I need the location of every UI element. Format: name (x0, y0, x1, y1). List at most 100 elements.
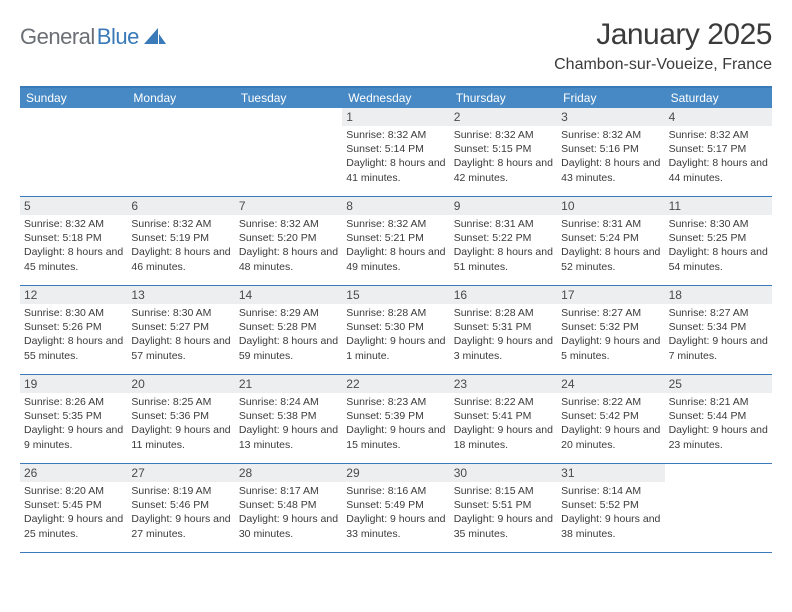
weeks-container: 1Sunrise: 8:32 AMSunset: 5:14 PMDaylight… (20, 108, 772, 553)
month-title: January 2025 (554, 18, 772, 52)
daylight-line: Daylight: 9 hours and 25 minutes. (24, 512, 123, 540)
day-number: 6 (127, 197, 234, 215)
daylight-line: Daylight: 8 hours and 42 minutes. (454, 156, 553, 184)
sunset-line: Sunset: 5:31 PM (454, 320, 553, 334)
sunset-line: Sunset: 5:46 PM (131, 498, 230, 512)
sunrise-line: Sunrise: 8:28 AM (346, 306, 445, 320)
day-number: 5 (20, 197, 127, 215)
day-cell: 21Sunrise: 8:24 AMSunset: 5:38 PMDayligh… (235, 375, 342, 463)
brand-text-2: Blue (97, 24, 139, 50)
sunrise-line: Sunrise: 8:32 AM (131, 217, 230, 231)
sunrise-line: Sunrise: 8:21 AM (669, 395, 768, 409)
sunset-line: Sunset: 5:30 PM (346, 320, 445, 334)
sunrise-line: Sunrise: 8:14 AM (561, 484, 660, 498)
daylight-line: Daylight: 8 hours and 41 minutes. (346, 156, 445, 184)
sunrise-line: Sunrise: 8:30 AM (669, 217, 768, 231)
daylight-line: Daylight: 9 hours and 5 minutes. (561, 334, 660, 362)
sunrise-line: Sunrise: 8:27 AM (669, 306, 768, 320)
sunrise-line: Sunrise: 8:31 AM (454, 217, 553, 231)
daylight-line: Daylight: 9 hours and 11 minutes. (131, 423, 230, 451)
weekday-header-cell: Wednesday (342, 88, 449, 108)
day-cell: 27Sunrise: 8:19 AMSunset: 5:46 PMDayligh… (127, 464, 234, 552)
sunrise-line: Sunrise: 8:32 AM (346, 128, 445, 142)
daylight-line: Daylight: 8 hours and 46 minutes. (131, 245, 230, 273)
day-number: 10 (557, 197, 664, 215)
sunrise-line: Sunrise: 8:30 AM (131, 306, 230, 320)
sunrise-line: Sunrise: 8:26 AM (24, 395, 123, 409)
day-cell: 30Sunrise: 8:15 AMSunset: 5:51 PMDayligh… (450, 464, 557, 552)
day-cell: 23Sunrise: 8:22 AMSunset: 5:41 PMDayligh… (450, 375, 557, 463)
sunrise-line: Sunrise: 8:29 AM (239, 306, 338, 320)
topbar: GeneralBlue January 2025 Chambon-sur-Vou… (20, 18, 772, 74)
daylight-line: Daylight: 9 hours and 33 minutes. (346, 512, 445, 540)
sunset-line: Sunset: 5:21 PM (346, 231, 445, 245)
daylight-line: Daylight: 9 hours and 13 minutes. (239, 423, 338, 451)
daylight-line: Daylight: 8 hours and 52 minutes. (561, 245, 660, 273)
daylight-line: Daylight: 9 hours and 23 minutes. (669, 423, 768, 451)
day-cell (235, 108, 342, 196)
sunrise-line: Sunrise: 8:22 AM (454, 395, 553, 409)
week-row: 5Sunrise: 8:32 AMSunset: 5:18 PMDaylight… (20, 197, 772, 286)
sunrise-line: Sunrise: 8:25 AM (131, 395, 230, 409)
day-number: 31 (557, 464, 664, 482)
sunset-line: Sunset: 5:36 PM (131, 409, 230, 423)
day-cell: 6 Sunrise: 8:32 AMSunset: 5:19 PMDaylight… (127, 197, 234, 285)
daylight-line: Daylight: 9 hours and 3 minutes. (454, 334, 553, 362)
sunset-line: Sunset: 5:32 PM (561, 320, 660, 334)
day-number: 9 (450, 197, 557, 215)
daylight-line: Daylight: 8 hours and 59 minutes. (239, 334, 338, 362)
sunset-line: Sunset: 5:28 PM (239, 320, 338, 334)
day-cell: 5Sunrise: 8:32 AMSunset: 5:18 PMDaylight… (20, 197, 127, 285)
sunrise-line: Sunrise: 8:32 AM (346, 217, 445, 231)
sunrise-line: Sunrise: 8:27 AM (561, 306, 660, 320)
day-number: 30 (450, 464, 557, 482)
sunset-line: Sunset: 5:49 PM (346, 498, 445, 512)
weekday-header-row: SundayMondayTuesdayWednesdayThursdayFrid… (20, 88, 772, 108)
sunset-line: Sunset: 5:15 PM (454, 142, 553, 156)
sunset-line: Sunset: 5:16 PM (561, 142, 660, 156)
day-number: 26 (20, 464, 127, 482)
weekday-header-cell: Tuesday (235, 88, 342, 108)
day-cell: 26Sunrise: 8:20 AMSunset: 5:45 PMDayligh… (20, 464, 127, 552)
daylight-line: Daylight: 9 hours and 27 minutes. (131, 512, 230, 540)
location-label: Chambon-sur-Voueize, France (554, 56, 772, 74)
day-cell: 3Sunrise: 8:32 AMSunset: 5:16 PMDaylight… (557, 108, 664, 196)
day-number: 1 (342, 108, 449, 126)
sunrise-line: Sunrise: 8:24 AM (239, 395, 338, 409)
day-number: 11 (665, 197, 772, 215)
day-number: 21 (235, 375, 342, 393)
day-cell: 19Sunrise: 8:26 AMSunset: 5:35 PMDayligh… (20, 375, 127, 463)
daylight-line: Daylight: 8 hours and 48 minutes. (239, 245, 338, 273)
sunrise-line: Sunrise: 8:32 AM (669, 128, 768, 142)
day-cell: 10Sunrise: 8:31 AMSunset: 5:24 PMDayligh… (557, 197, 664, 285)
day-number: 22 (342, 375, 449, 393)
day-cell: 25Sunrise: 8:21 AMSunset: 5:44 PMDayligh… (665, 375, 772, 463)
sunrise-line: Sunrise: 8:28 AM (454, 306, 553, 320)
day-cell: 28Sunrise: 8:17 AMSunset: 5:48 PMDayligh… (235, 464, 342, 552)
sunset-line: Sunset: 5:20 PM (239, 231, 338, 245)
sunset-line: Sunset: 5:22 PM (454, 231, 553, 245)
sunset-line: Sunset: 5:19 PM (131, 231, 230, 245)
week-row: 19Sunrise: 8:26 AMSunset: 5:35 PMDayligh… (20, 375, 772, 464)
brand-text-1: General (20, 24, 95, 50)
day-cell: 12Sunrise: 8:30 AMSunset: 5:26 PMDayligh… (20, 286, 127, 374)
sunrise-line: Sunrise: 8:30 AM (24, 306, 123, 320)
calendar-page: GeneralBlue January 2025 Chambon-sur-Vou… (0, 0, 792, 612)
day-cell: 18Sunrise: 8:27 AMSunset: 5:34 PMDayligh… (665, 286, 772, 374)
daylight-line: Daylight: 9 hours and 20 minutes. (561, 423, 660, 451)
week-row: 26Sunrise: 8:20 AMSunset: 5:45 PMDayligh… (20, 464, 772, 553)
daylight-line: Daylight: 9 hours and 35 minutes. (454, 512, 553, 540)
sunrise-line: Sunrise: 8:19 AM (131, 484, 230, 498)
sunrise-line: Sunrise: 8:31 AM (561, 217, 660, 231)
sunrise-line: Sunrise: 8:17 AM (239, 484, 338, 498)
sunset-line: Sunset: 5:35 PM (24, 409, 123, 423)
sunrise-line: Sunrise: 8:23 AM (346, 395, 445, 409)
day-cell: 22Sunrise: 8:23 AMSunset: 5:39 PMDayligh… (342, 375, 449, 463)
day-number: 16 (450, 286, 557, 304)
sunrise-line: Sunrise: 8:32 AM (454, 128, 553, 142)
sunrise-line: Sunrise: 8:20 AM (24, 484, 123, 498)
calendar-grid: SundayMondayTuesdayWednesdayThursdayFrid… (20, 86, 772, 553)
day-number: 2 (450, 108, 557, 126)
sunrise-line: Sunrise: 8:32 AM (561, 128, 660, 142)
daylight-line: Daylight: 8 hours and 43 minutes. (561, 156, 660, 184)
